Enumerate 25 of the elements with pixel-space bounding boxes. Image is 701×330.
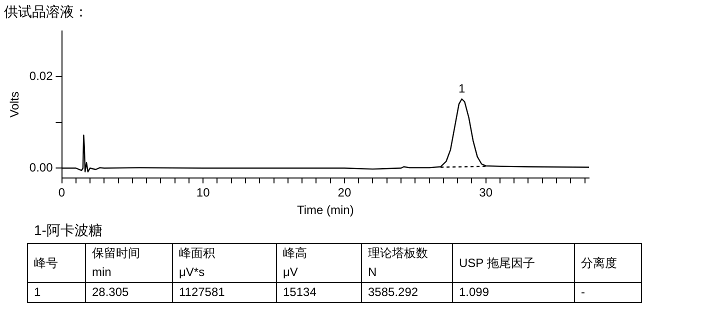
text: 理论塔板数 N — [362, 244, 452, 282]
text: 15134 — [276, 282, 362, 302]
x-tick-label: 30 — [479, 186, 493, 200]
x-tick-label: 0 — [58, 186, 66, 200]
text: 1.099 — [452, 282, 574, 302]
text: 1-阿卡波糖 — [34, 222, 102, 240]
y-axis-title: Volts — [8, 91, 22, 118]
text: 分离度 — [574, 244, 642, 282]
text: 3585.292 — [362, 282, 452, 302]
text: 峰面积 μV*s — [172, 244, 276, 282]
x-tick-label: 20 — [338, 186, 352, 200]
x-tick-label: 10 — [196, 186, 210, 200]
text: 保留时间 min — [86, 244, 172, 282]
text: - — [574, 282, 642, 302]
text: 峰高 μV — [276, 244, 362, 282]
text: 1127581 — [172, 282, 276, 302]
annotation: 1 — [458, 81, 466, 96]
text: 28.305 — [86, 282, 172, 302]
y-tick-label: 0.00 — [29, 160, 54, 174]
text: 峰号 — [28, 244, 86, 282]
y-tick-label: 0.02 — [29, 68, 54, 83]
chart-title: 供试品溶液： — [4, 3, 88, 20]
x-axis-title: Time (min) — [296, 203, 354, 218]
text: 1 — [28, 282, 86, 302]
text: USP 拖尾因子 — [452, 244, 574, 282]
